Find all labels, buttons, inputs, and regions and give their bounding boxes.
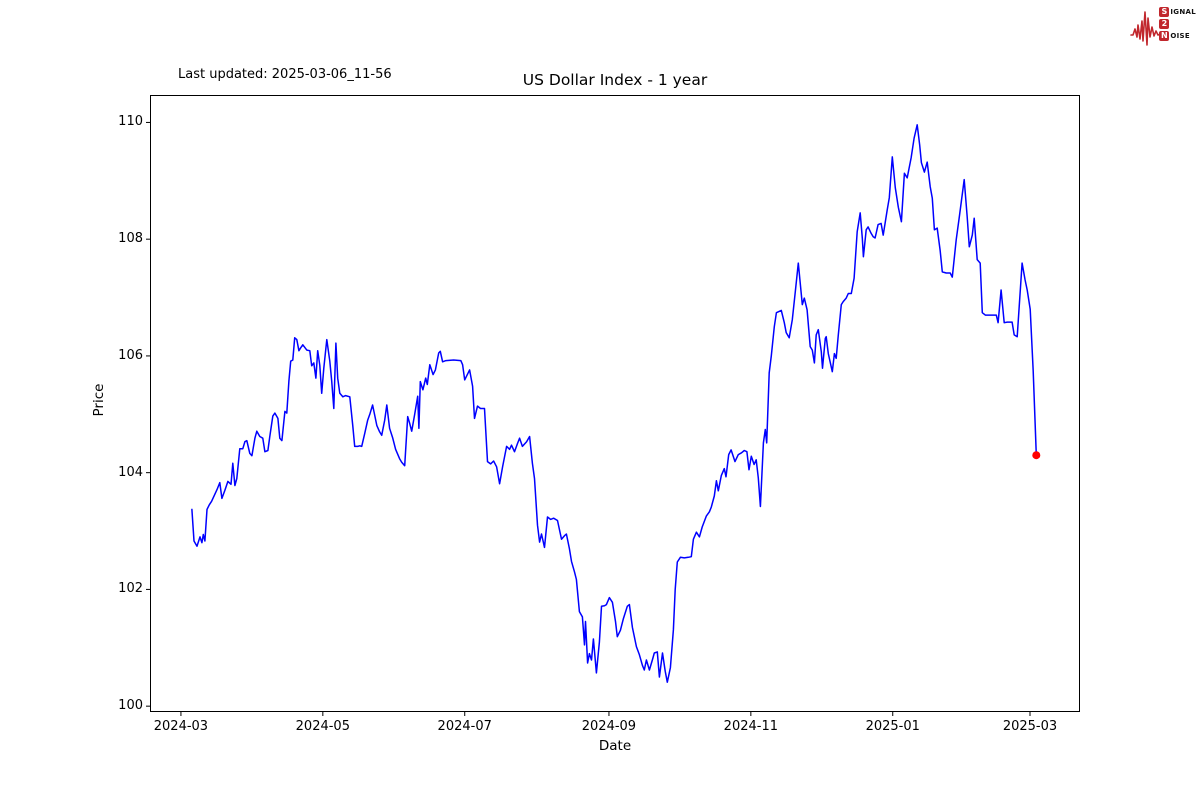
logo-text: S IGNAL 2 N OISE [1159,6,1196,41]
logo-badge-s: S [1159,6,1170,17]
waveform-icon [1130,11,1163,46]
x-tick-label: 2024-03 [153,719,209,734]
y-tick-label: 104 [118,464,143,480]
y-tick-label: 106 [118,347,143,363]
last-updated-text: Last updated: 2025-03-06_11-56 [178,67,392,82]
x-tick-label: 2024-05 [295,719,350,734]
x-tick-label: 2024-07 [437,719,492,734]
logo-row-signal: S IGNAL [1159,6,1196,17]
y-tick-label: 102 [118,581,143,597]
logo-badge-2: 2 [1159,18,1170,29]
x-tick-label: 2024-11 [723,719,778,734]
signal-2-noise-logo: S IGNAL 2 N OISE [1130,3,1196,47]
logo-badge-n: N [1159,30,1170,41]
logo-row-noise: N OISE [1159,30,1196,41]
chart-title: US Dollar Index - 1 year [522,71,708,89]
x-tick-label: 2025-03 [1002,719,1058,734]
x-axis-label: Date [598,738,632,754]
logo-row-2: 2 [1159,18,1196,29]
y-tick-label: 108 [118,231,143,247]
logo-rest-ignal: IGNAL [1170,7,1196,16]
logo-rest-oise: OISE [1170,31,1190,40]
y-tick-label: 100 [118,698,143,714]
x-tick-label: 2025-01 [865,719,920,734]
y-tick-label: 110 [118,114,143,130]
x-tick-label: 2024-09 [581,719,637,734]
plot-area [150,95,1080,712]
y-axis-label: Price [91,383,107,417]
